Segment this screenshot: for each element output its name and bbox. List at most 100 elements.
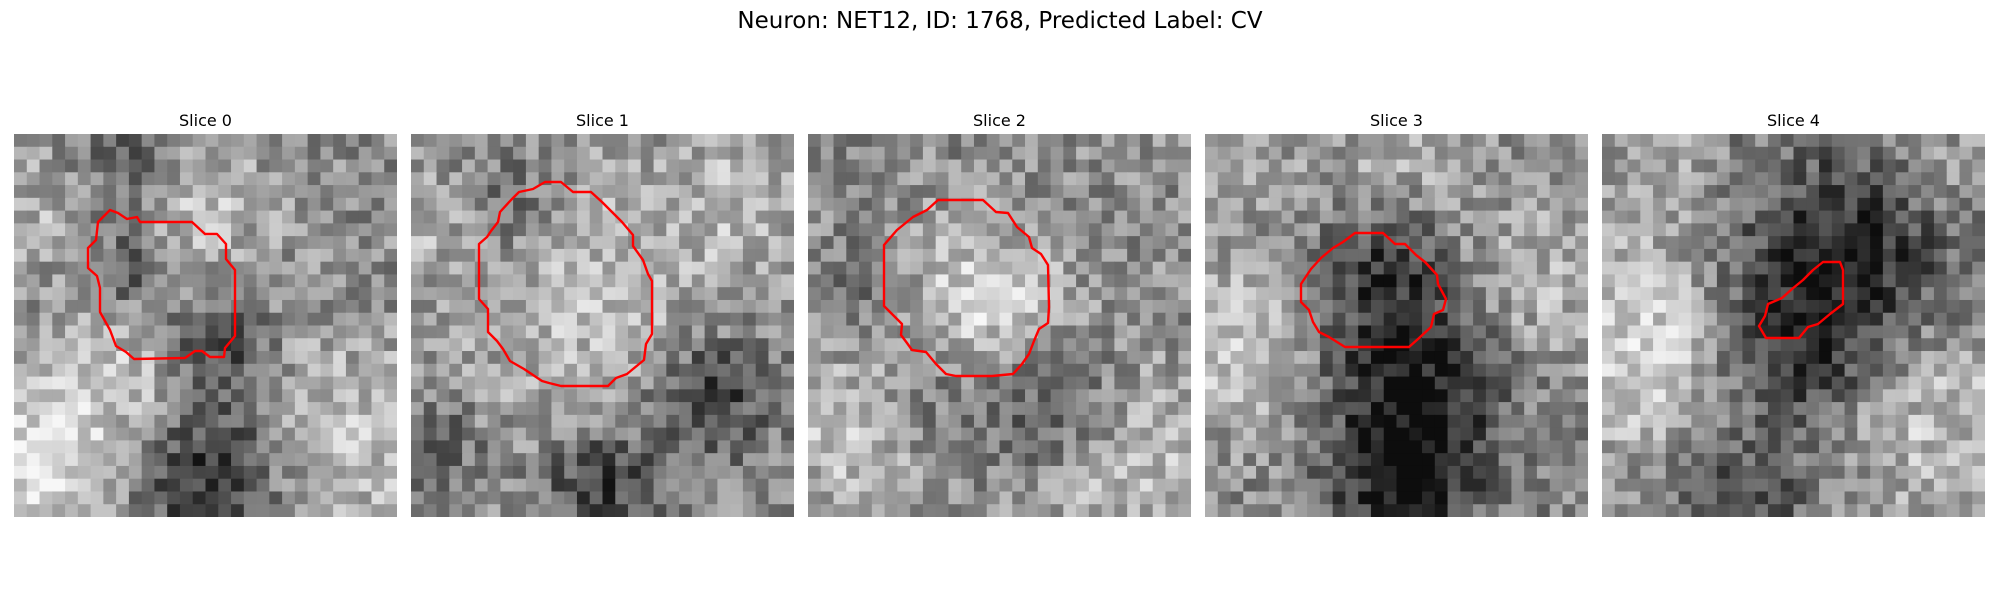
image-pixel	[539, 402, 552, 415]
image-pixel	[1000, 223, 1013, 236]
image-pixel	[1755, 377, 1768, 390]
image-pixel	[961, 172, 974, 185]
image-pixel	[936, 440, 949, 453]
image-pixel	[371, 428, 384, 441]
image-pixel	[1781, 211, 1794, 224]
image-pixel	[1089, 326, 1102, 339]
image-pixel	[1384, 466, 1397, 479]
image-pixel	[1704, 377, 1717, 390]
image-pixel	[437, 491, 450, 504]
image-pixel	[193, 300, 206, 313]
image-pixel	[781, 313, 794, 326]
image-pixel	[27, 236, 40, 249]
image-pixel	[333, 479, 346, 492]
image-pixel	[1908, 274, 1921, 287]
image-pixel	[628, 198, 641, 211]
image-pixel	[603, 262, 616, 275]
image-pixel	[1857, 466, 1870, 479]
image-pixel	[705, 262, 718, 275]
image-pixel	[615, 338, 628, 351]
image-pixel	[743, 479, 756, 492]
image-pixel	[768, 351, 781, 364]
image-pixel	[1153, 211, 1166, 224]
image-pixel	[1666, 389, 1679, 402]
image-pixel	[577, 415, 590, 428]
image-pixel	[1282, 185, 1295, 198]
image-pixel	[1218, 300, 1231, 313]
image-pixel	[1742, 466, 1755, 479]
image-pixel	[1806, 479, 1819, 492]
image-pixel	[577, 326, 590, 339]
image-pixel	[1320, 211, 1333, 224]
image-pixel	[1615, 160, 1628, 173]
slice-panel-1: Slice 1	[411, 110, 794, 517]
image-pixel	[52, 134, 65, 147]
image-pixel	[1076, 236, 1089, 249]
image-pixel	[1717, 185, 1730, 198]
image-pixel	[1602, 364, 1615, 377]
image-pixel	[1178, 211, 1191, 224]
image-pixel	[1972, 389, 1985, 402]
image-pixel	[14, 147, 27, 160]
image-pixel	[449, 249, 462, 262]
image-pixel	[1679, 147, 1692, 160]
image-pixel	[167, 287, 180, 300]
image-pixel	[1294, 415, 1307, 428]
image-pixel	[1051, 287, 1064, 300]
image-pixel	[1730, 147, 1743, 160]
image-pixel	[1114, 262, 1127, 275]
image-pixel	[885, 134, 898, 147]
image-pixel	[1921, 326, 1934, 339]
image-pixel	[1537, 402, 1550, 415]
image-pixel	[1269, 440, 1282, 453]
image-pixel	[1870, 326, 1883, 339]
image-pixel	[603, 338, 616, 351]
image-pixel	[1628, 185, 1641, 198]
image-pixel	[320, 351, 333, 364]
image-pixel	[1602, 351, 1615, 364]
image-pixel	[1371, 402, 1384, 415]
image-pixel	[1908, 415, 1921, 428]
image-pixel	[590, 504, 603, 517]
image-pixel	[679, 223, 692, 236]
image-pixel	[78, 428, 91, 441]
image-pixel	[1883, 504, 1896, 517]
image-pixel	[1256, 236, 1269, 249]
image-pixel	[1282, 364, 1295, 377]
image-pixel	[295, 389, 308, 402]
image-pixel	[103, 466, 116, 479]
image-pixel	[821, 172, 834, 185]
image-pixel	[411, 211, 424, 224]
image-pixel	[1307, 211, 1320, 224]
image-pixel	[654, 491, 667, 504]
image-pixel	[231, 479, 244, 492]
image-pixel	[1704, 479, 1717, 492]
image-pixel	[1114, 249, 1127, 262]
image-pixel	[1422, 338, 1435, 351]
image-pixel	[756, 313, 769, 326]
image-pixel	[768, 249, 781, 262]
image-pixel	[1575, 172, 1588, 185]
image-pixel	[308, 389, 321, 402]
image-pixel	[1409, 223, 1422, 236]
image-pixel	[1972, 223, 1985, 236]
image-pixel	[257, 466, 270, 479]
image-pixel	[411, 415, 424, 428]
image-pixel	[936, 160, 949, 173]
image-pixel	[577, 338, 590, 351]
image-pixel	[577, 453, 590, 466]
image-pixel	[295, 211, 308, 224]
image-pixel	[1691, 300, 1704, 313]
image-pixel	[40, 198, 53, 211]
image-pixel	[1320, 223, 1333, 236]
image-pixel	[218, 134, 231, 147]
image-pixel	[1473, 428, 1486, 441]
image-pixel	[257, 389, 270, 402]
image-pixel	[564, 364, 577, 377]
image-pixel	[936, 262, 949, 275]
image-pixel	[654, 300, 667, 313]
image-pixel	[1000, 274, 1013, 287]
image-pixel	[411, 236, 424, 249]
image-pixel	[641, 504, 654, 517]
image-pixel	[371, 377, 384, 390]
